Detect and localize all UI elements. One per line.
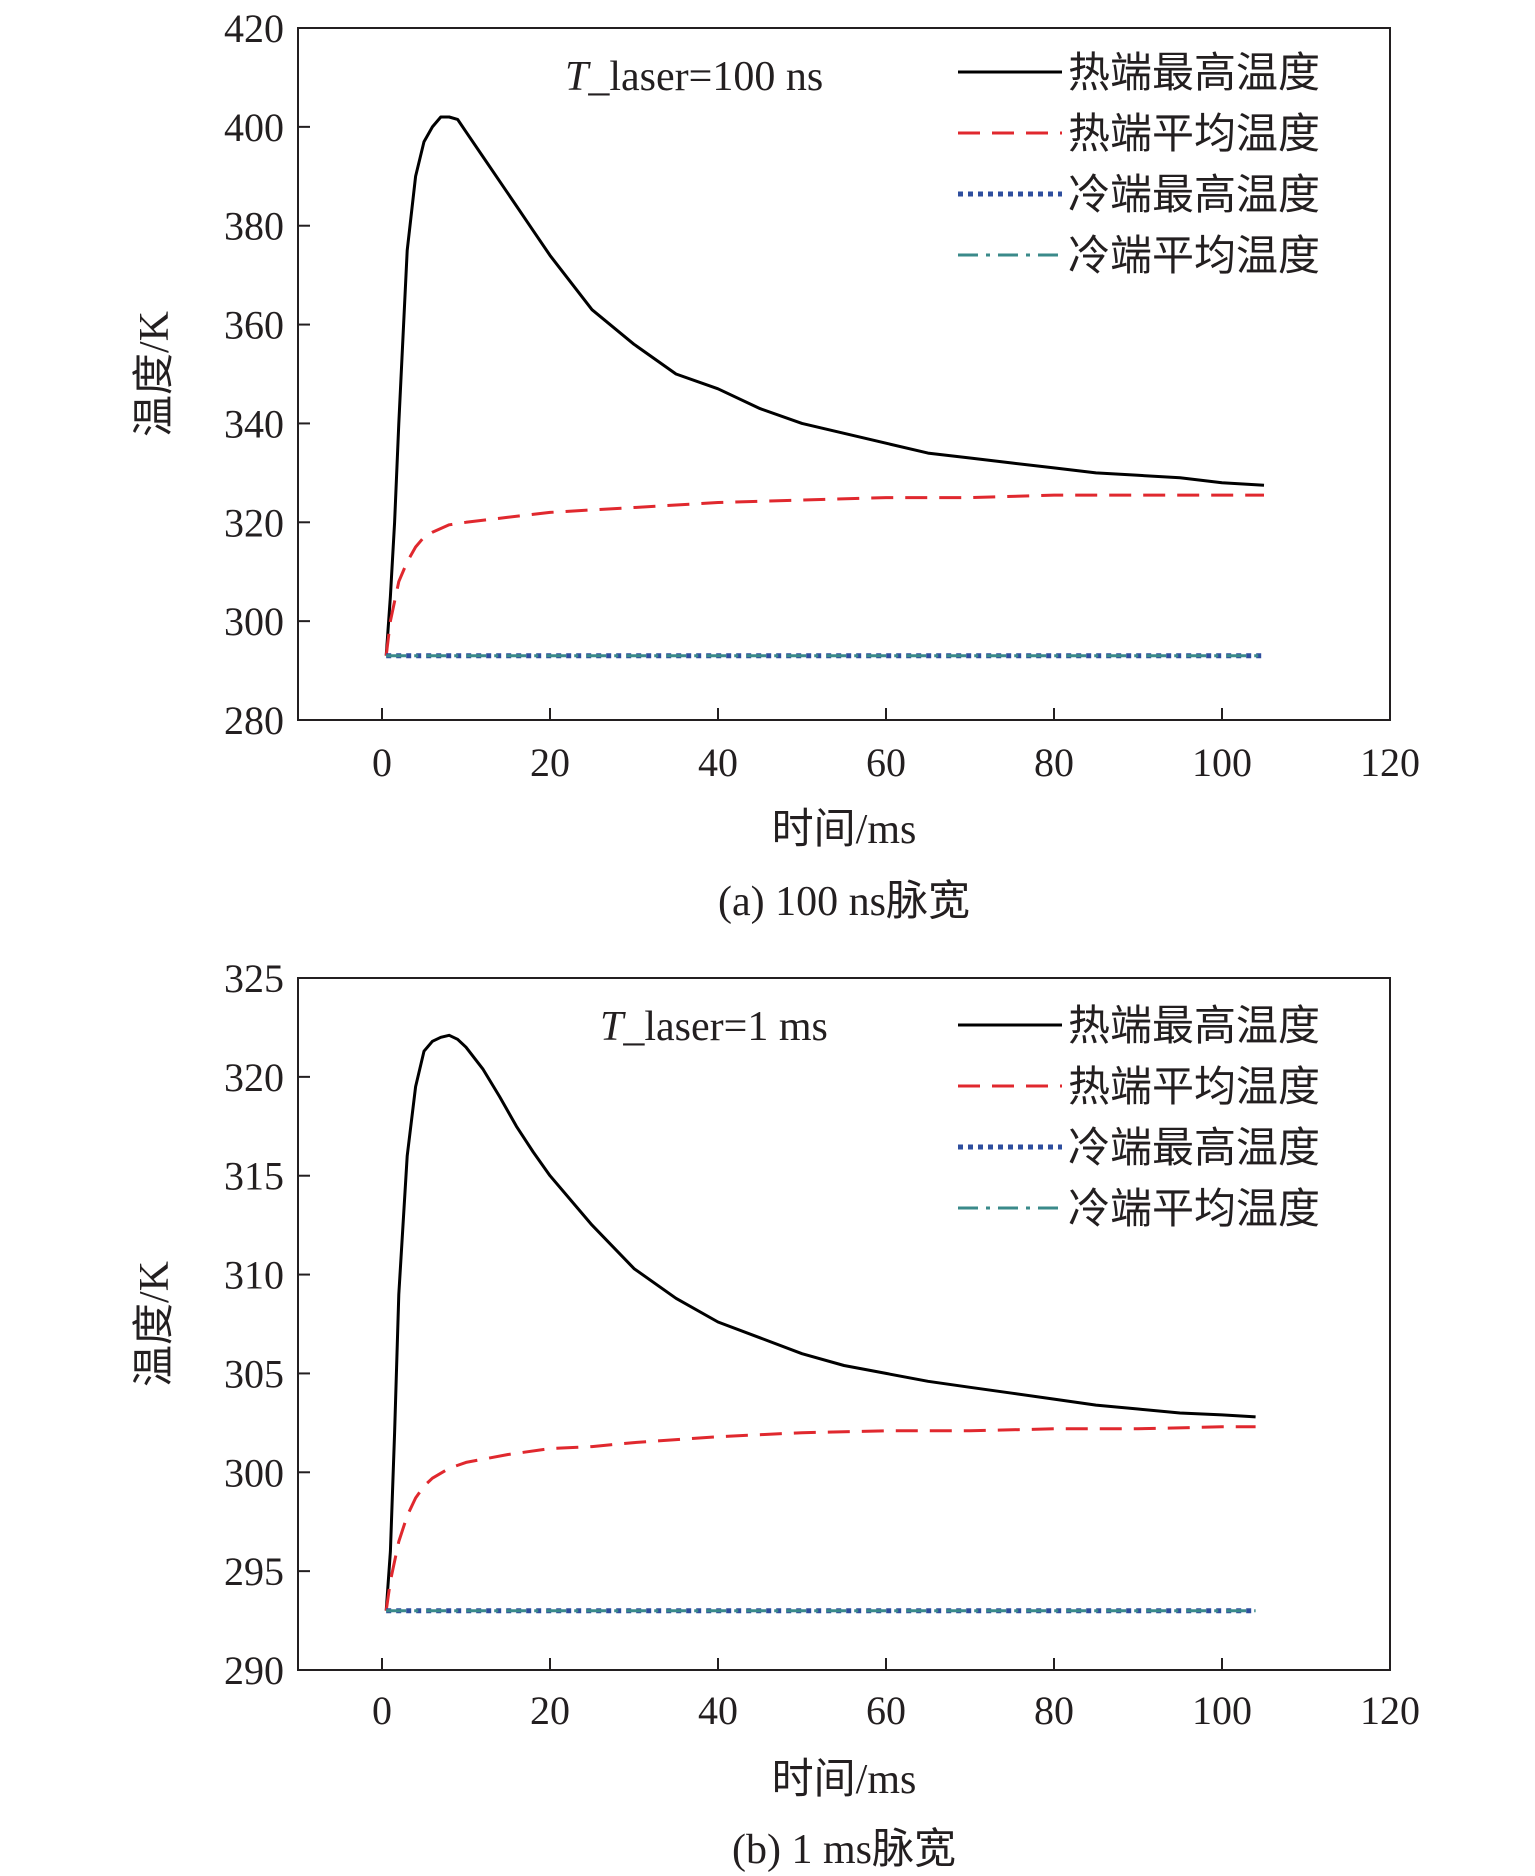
x-tick-label: 80: [1034, 1688, 1074, 1733]
y-tick-label: 315: [224, 1154, 284, 1199]
legend-label: 冷端最高温度: [1068, 1126, 1320, 1172]
annotation-symbol: T: [600, 1004, 626, 1050]
legend-label: 热端平均温度: [1068, 1065, 1320, 1111]
legend-label: 热端最高温度: [1068, 51, 1320, 97]
x-tick-label: 60: [866, 1688, 906, 1733]
y-tick-label: 320: [224, 500, 284, 545]
annotation-value: _laser=1 ms: [622, 1004, 827, 1050]
chart-panel-b: 290 295 300 305 310 315 320 325 0 20 40 60 80 100 120 温…: [132, 956, 1420, 1873]
x-axis-label: 时间/ms: [772, 1757, 917, 1803]
y-tick-label: 420: [224, 6, 284, 51]
annotation-value: _laser=100 ns: [587, 54, 823, 100]
x-axis-label: 时间/ms: [772, 807, 917, 853]
x-tick-label: 120: [1360, 740, 1420, 785]
y-tick-label: 325: [224, 956, 284, 1001]
series-line: [384, 1425, 1256, 1611]
y-tick-label: 305: [224, 1351, 284, 1396]
x-tick-label: 0: [372, 1688, 392, 1733]
chart-panel-a: 280 300 320 340 360 380 400 420 0 20 40 60 80 100 120 温…: [132, 6, 1420, 925]
x-tick-label: 100: [1192, 740, 1252, 785]
x-tick-label: 60: [866, 740, 906, 785]
laser-annotation: T_laser=1 ms: [600, 1004, 828, 1050]
x-tick-label: 100: [1192, 1688, 1252, 1733]
figure-caption: (b) 1 ms脉宽: [732, 1826, 956, 1873]
y-tick-label: 340: [224, 401, 284, 446]
plot-frame: [297, 977, 1391, 1671]
figure-caption: (a) 100 ns脉宽: [718, 878, 970, 925]
legend-label: 冷端平均温度: [1068, 1187, 1320, 1233]
legend-label: 冷端平均温度: [1068, 234, 1320, 280]
y-tick-label: 300: [224, 1450, 284, 1495]
x-tick-label: 20: [530, 740, 570, 785]
y-tick-label: 300: [224, 599, 284, 644]
y-tick-label: 280: [224, 698, 284, 743]
series-line: [384, 493, 1264, 656]
y-tick-label: 310: [224, 1253, 284, 1298]
legend-label: 冷端最高温度: [1068, 173, 1320, 219]
plot-frame: [297, 27, 1391, 721]
x-tick-label: 40: [698, 1688, 738, 1733]
y-tick-label: 290: [224, 1648, 284, 1693]
y-tick-label: 380: [224, 204, 284, 249]
legend-label: 热端最高温度: [1068, 1004, 1320, 1050]
x-tick-label: 40: [698, 740, 738, 785]
y-tick-label: 400: [224, 105, 284, 150]
series-line: [384, 1033, 1256, 1611]
y-tick-label: 360: [224, 303, 284, 348]
laser-annotation: T_laser=100 ns: [565, 54, 823, 100]
x-tick-label: 0: [372, 740, 392, 785]
y-tick-label: 295: [224, 1549, 284, 1594]
annotation-symbol: T: [565, 54, 591, 100]
y-axis-label: 温度/K: [132, 311, 178, 437]
legend-label: 热端平均温度: [1068, 112, 1320, 158]
y-tick-label: 320: [224, 1055, 284, 1100]
series-line: [384, 115, 1265, 656]
x-tick-label: 80: [1034, 740, 1074, 785]
x-tick-label: 120: [1360, 1688, 1420, 1733]
x-tick-label: 20: [530, 1688, 570, 1733]
y-axis-label: 温度/K: [132, 1261, 178, 1387]
